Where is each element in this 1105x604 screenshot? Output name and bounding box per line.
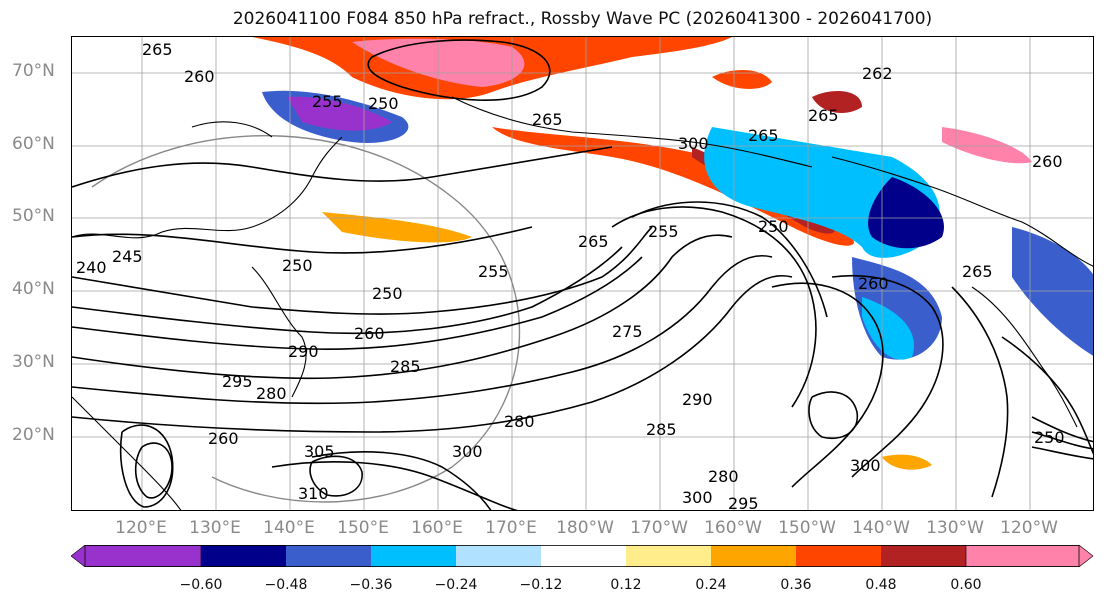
lon-label: 180°W	[556, 518, 614, 538]
contour-label: 300	[682, 488, 713, 507]
contour-label: 265	[808, 106, 839, 125]
colorbar-tick-label: −0.60	[179, 577, 223, 593]
colorbar-swatches	[70, 544, 1094, 568]
contour-label: 280	[256, 384, 287, 403]
contour-label: 250	[372, 284, 403, 303]
contour-label: 255	[478, 262, 509, 281]
colorbar-swatch	[541, 545, 626, 567]
lat-label: 30°N	[12, 352, 55, 372]
colorbar-tick-label: −0.12	[519, 577, 563, 593]
contour-label: 260	[354, 324, 385, 343]
contour-label: 290	[682, 390, 713, 409]
shading-layer	[252, 37, 1093, 470]
lon-label: 150°E	[337, 518, 389, 538]
colorbar-swatch	[796, 545, 881, 567]
colorbar-swatch	[371, 545, 456, 567]
contour-label: 305	[304, 442, 335, 461]
shade-positive-east	[942, 127, 1032, 164]
contour-label-layer: 265 260 255 250 265 300 265 262 265 260 …	[76, 40, 1065, 511]
contour-label: 285	[390, 357, 421, 376]
lon-label: 140°W	[852, 518, 910, 538]
contour-label: 245	[112, 247, 143, 266]
contour-label: 250	[758, 217, 789, 236]
map-canvas: 265 260 255 250 265 300 265 262 265 260 …	[72, 37, 1093, 511]
contour-label: 265	[532, 110, 563, 129]
lon-label: 140°E	[263, 518, 315, 538]
colorbar-swatch	[965, 544, 1094, 568]
colorbar	[70, 544, 1095, 571]
contour-label: 260	[184, 67, 215, 86]
lat-label: 60°N	[12, 134, 55, 154]
shade-positive-small-1	[712, 70, 772, 89]
lat-label: 70°N	[12, 61, 55, 81]
contour-label: 250	[282, 256, 313, 275]
contour-label: 310	[298, 484, 329, 503]
lon-label: 120°E	[115, 518, 167, 538]
shade-positive-small-3	[882, 454, 932, 470]
colorbar-tick-label: −0.24	[434, 577, 478, 593]
colorbar-tick-label: −0.48	[264, 577, 308, 593]
colorbar-tick-label: 0.24	[695, 577, 727, 593]
contour-label: 250	[368, 94, 399, 113]
contour-label: 295	[728, 494, 759, 511]
colorbar-swatch	[456, 545, 541, 567]
lat-label: 20°N	[12, 425, 55, 445]
coastlines	[72, 96, 1093, 510]
colorbar-swatch	[626, 545, 711, 567]
shade-positive-mid	[322, 212, 472, 243]
lon-label: 150°W	[778, 518, 836, 538]
lon-label: 130°W	[926, 518, 984, 538]
contour-label: 280	[708, 467, 739, 486]
colorbar-swatch	[881, 545, 966, 567]
map-panel[interactable]: 265 260 255 250 265 300 265 262 265 260 …	[71, 36, 1094, 511]
lon-label: 160°E	[411, 518, 463, 538]
colorbar-swatch	[201, 545, 286, 567]
colorbar-outline	[84, 545, 1080, 567]
colorbar-tick-label: −0.36	[349, 577, 393, 593]
shade-negative-east-core	[868, 177, 944, 249]
contour-label: 255	[312, 92, 343, 111]
contour-label: 262	[862, 64, 893, 83]
contour-lines	[72, 39, 1093, 510]
contour-label: 290	[288, 342, 319, 361]
contour-label: 255	[648, 222, 679, 241]
contour-label: 265	[142, 40, 173, 59]
shade-negative-west-core	[287, 96, 392, 131]
contour-label: 300	[850, 456, 881, 475]
colorbar-swatch	[286, 545, 371, 567]
lon-label: 130°E	[189, 518, 241, 538]
shade-negative-pacific-light	[862, 297, 914, 360]
contour-label: 300	[452, 442, 483, 461]
lon-label: 170°W	[630, 518, 688, 538]
contour-label: 250	[1034, 428, 1065, 447]
shade-negative-far-east	[1012, 227, 1093, 356]
lon-label: 170°E	[485, 518, 537, 538]
lat-label: 40°N	[12, 279, 55, 299]
contour-label: 265	[962, 262, 993, 281]
contour-label: 260	[1032, 152, 1063, 171]
lon-label: 160°W	[704, 518, 762, 538]
colorbar-tick-label: 0.12	[610, 577, 642, 593]
graticule	[72, 37, 1093, 510]
colorbar-swatch	[711, 545, 796, 567]
lon-label: 120°W	[1000, 518, 1058, 538]
contour-label: 285	[646, 420, 677, 439]
contour-label: 265	[578, 232, 609, 251]
contour-label: 280	[504, 412, 535, 431]
contour-label: 260	[858, 274, 889, 293]
colorbar-tick-label: 0.36	[780, 577, 812, 593]
shade-positive-small-2	[812, 91, 862, 113]
contour-label: 295	[222, 372, 253, 391]
colorbar-tick-label: 0.60	[950, 577, 982, 593]
colorbar-tick-label: 0.48	[865, 577, 897, 593]
contour-label: 300	[678, 134, 709, 153]
map-title: 2026041100 F084 850 hPa refract., Rossby…	[232, 9, 933, 29]
contour-label: 275	[612, 322, 643, 341]
contour-label: 265	[748, 126, 779, 145]
contour-label: 260	[208, 429, 239, 448]
lat-label: 50°N	[12, 206, 55, 226]
colorbar-swatch	[70, 544, 202, 568]
contour-label: 240	[76, 258, 107, 277]
